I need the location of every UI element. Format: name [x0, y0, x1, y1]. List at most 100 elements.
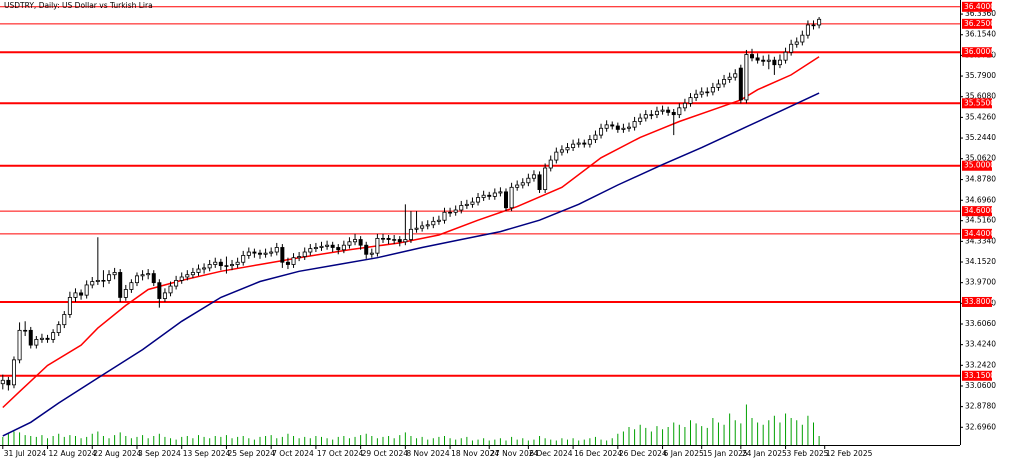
y-tick-label: 35.4260: [965, 112, 996, 121]
candle-body: [761, 59, 766, 62]
y-tick-label: 32.6960: [965, 422, 996, 431]
candle-body: [375, 237, 380, 254]
candle-body: [777, 59, 782, 66]
level-label-box: [962, 160, 992, 171]
level-label: 35.5500: [964, 98, 995, 107]
candle-body: [134, 275, 139, 284]
candle-body: [766, 59, 771, 62]
candle-body: [705, 91, 710, 94]
candle-body: [537, 174, 542, 190]
y-tick-label: 33.9700: [965, 278, 996, 287]
candle-body: [425, 224, 430, 227]
candle-body: [369, 252, 374, 255]
candle-body: [73, 292, 78, 298]
candle-body: [241, 255, 246, 263]
y-tick-label: 34.6960: [965, 195, 996, 204]
candle-body: [621, 127, 626, 130]
x-tick-label: 8 Nov 2024: [406, 449, 449, 458]
x-tick-label: 18 Nov 2024: [451, 449, 499, 458]
x-tick-label: 27 Nov 2024: [490, 449, 538, 458]
candle-body: [744, 54, 749, 101]
level-label-box: [962, 47, 992, 58]
candle-body: [90, 281, 95, 286]
candle-body: [6, 379, 11, 386]
level-label: 36.4000: [964, 2, 995, 11]
candle-body: [45, 337, 50, 340]
candle-body: [559, 149, 564, 153]
candle-body: [554, 151, 559, 161]
candle-body: [453, 209, 458, 213]
level-label: 36.0000: [964, 47, 995, 56]
candle-body: [671, 111, 676, 116]
y-tick-label: 33.0600: [965, 381, 996, 390]
candle-body: [571, 143, 576, 148]
candle-body: [694, 93, 699, 99]
candle-body: [397, 239, 402, 243]
candle-body: [593, 134, 598, 141]
y-tick-label: 32.8780: [965, 402, 996, 411]
candle-body: [476, 197, 481, 203]
candle-body: [274, 247, 279, 253]
candle-body: [436, 219, 441, 222]
y-tick-label: 34.8780: [965, 175, 996, 184]
candle-body: [481, 194, 486, 198]
candle-body: [772, 59, 777, 66]
chart-title: USDTRY, Daily: US Dollar vs Turkish Lira: [4, 1, 153, 10]
candle-body: [599, 127, 604, 136]
candle-body: [498, 191, 503, 194]
level-label-box: [962, 1, 992, 12]
candle-body: [649, 114, 654, 116]
candle-body: [347, 241, 352, 246]
candle-body: [297, 256, 302, 259]
candle-body: [722, 79, 727, 85]
candle-body: [420, 225, 425, 229]
candle-body: [682, 102, 687, 109]
candle-body: [101, 279, 106, 282]
candle-body: [190, 272, 195, 276]
candle-body: [140, 274, 145, 277]
candle-body: [179, 276, 184, 281]
candle-body: [699, 91, 704, 95]
candle-body: [392, 239, 397, 241]
candle-body: [313, 247, 318, 250]
candle-body: [654, 110, 659, 116]
candle-body: [0, 379, 5, 385]
candle-body: [62, 314, 67, 326]
candle-body: [291, 257, 296, 265]
candle-body: [168, 285, 173, 294]
candle-body: [716, 83, 721, 88]
x-tick-label: 16 Dec 2024: [574, 449, 622, 458]
y-tick-label: 35.7900: [965, 71, 996, 80]
candle-body: [604, 124, 609, 129]
candle-body: [750, 54, 755, 59]
candle-body: [643, 114, 648, 119]
candle-body: [727, 76, 732, 80]
candle-body: [470, 201, 475, 205]
candle-body: [805, 24, 810, 36]
candle-body: [341, 244, 346, 251]
x-tick-label: 29 Oct 2024: [362, 449, 409, 458]
candle-body: [79, 292, 84, 296]
candle-body: [755, 57, 760, 61]
x-tick-label: 3 Feb 2025: [787, 449, 829, 458]
x-tick-label: 12 Aug 2024: [49, 449, 97, 458]
y-tick-label: 33.6060: [965, 319, 996, 328]
y-tick-label: 35.0620: [965, 154, 996, 163]
candle-body: [733, 73, 738, 78]
candle-body: [576, 142, 581, 145]
candle-body: [235, 261, 240, 265]
candle-body: [325, 244, 330, 247]
candle-body: [185, 274, 190, 278]
candle-body: [817, 18, 822, 26]
candle-body: [308, 248, 313, 253]
candle-body: [666, 109, 671, 113]
label-layer: 36.336036.154035.972035.790035.608035.42…: [2, 1, 996, 458]
candle-body: [174, 279, 179, 287]
candle-body: [23, 329, 28, 332]
candle-body: [280, 247, 285, 263]
x-tick-label: 25 Sep 2024: [227, 449, 275, 458]
candle-body: [51, 332, 56, 340]
candle-body: [738, 67, 743, 101]
candle-body: [230, 264, 235, 267]
candle-body: [129, 282, 134, 290]
